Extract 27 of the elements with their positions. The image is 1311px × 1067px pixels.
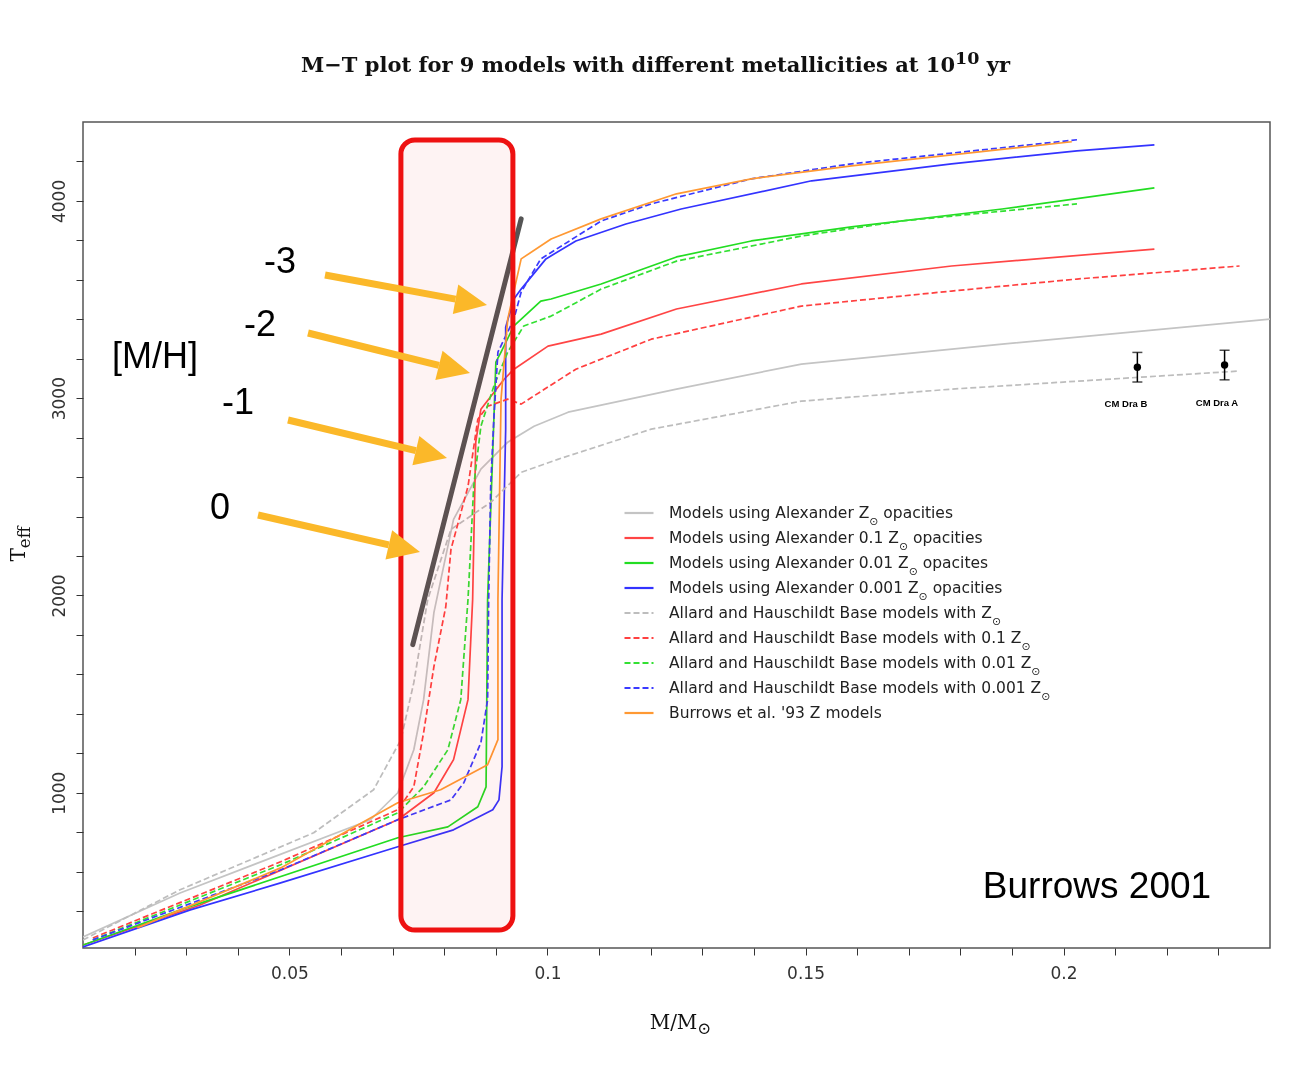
- x-tick-label: 0.2: [1050, 962, 1078, 983]
- annotation: 0: [209, 485, 231, 527]
- legend-label: Models using Alexander 0.1 Z$_{⊙}$ opacities: [669, 529, 983, 553]
- legend-label: Allard and Hauschildt Base models with 0.1 Z$_{⊙}$: [669, 629, 1031, 653]
- annotation: -3: [263, 239, 297, 281]
- y-tick-label: 2000: [48, 574, 69, 618]
- legend-label: Models using Alexander 0.01 Z$_{⊙}$ opacites: [669, 554, 989, 578]
- annotation: Burrows 2001: [982, 864, 1212, 906]
- y-tick-label: 4000: [48, 179, 69, 224]
- annotation: [M/H]: [112, 334, 198, 376]
- x-axis-title: M/M$_{⊙}$: [648, 1010, 713, 1038]
- x-tick-label: 0.05: [271, 962, 309, 983]
- x-tick-label: 0.1: [534, 962, 562, 983]
- annotation: CM Dra A: [1195, 396, 1239, 408]
- legend-label: Allard and Hauschildt Base models with 0.001 Z$_{⊙}$: [669, 679, 1051, 703]
- legend-label: Burrows et al. '93 Z models: [669, 704, 882, 722]
- annotation: -1: [221, 380, 255, 422]
- y-tick-label: 3000: [48, 377, 69, 421]
- y-tick-label: 1000: [48, 771, 69, 815]
- legend-label: Models using Alexander Z$_{⊙}$ opacities: [669, 504, 953, 528]
- annotation: CM Dra B: [1104, 397, 1148, 409]
- legend-label: Allard and Hauschildt Base models with Z$_{⊙}$: [669, 604, 1001, 628]
- legend-label: Allard and Hauschildt Base models with 0.01 Z$_{⊙}$: [669, 654, 1041, 678]
- annotation: -2: [243, 302, 277, 344]
- legend-label: Models using Alexander 0.001 Z$_{⊙}$ opacities: [669, 579, 1003, 603]
- x-tick-label: 0.15: [787, 962, 825, 983]
- chart-title: M−T plot for 9 models with different metallicities at 10$^{10}$ yr: [300, 48, 1012, 77]
